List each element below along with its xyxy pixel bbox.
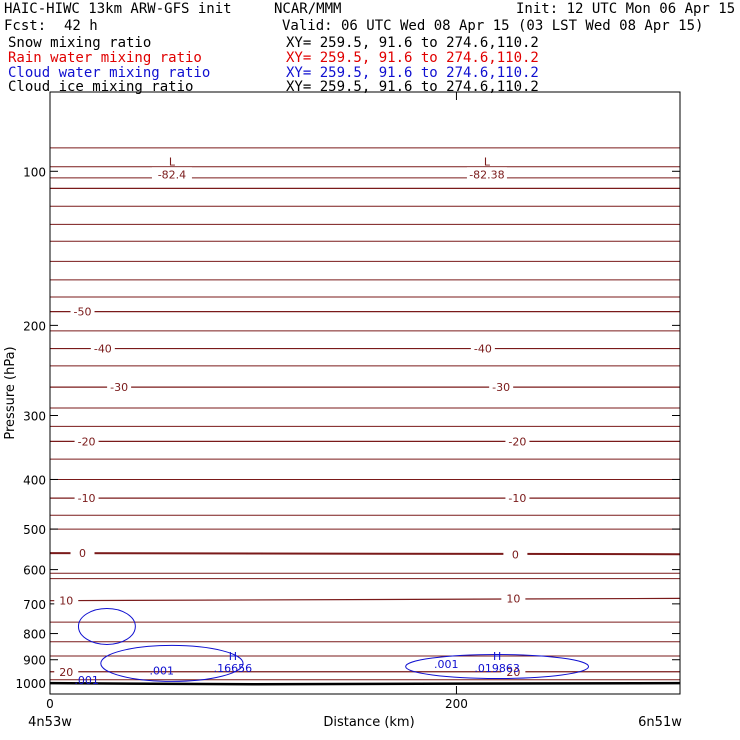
temperature-contours (49, 147, 681, 686)
minimum-value: -82.38 (469, 168, 504, 181)
field-xy-rain: XY= 259.5, 91.6 to 274.6,110.2 (286, 50, 539, 66)
contour-label: -40 (94, 343, 112, 356)
maximum-value: .019863 (474, 662, 520, 675)
y-axis-label: Pressure (hPa) (3, 346, 18, 439)
contour-label-bg (501, 591, 526, 604)
contour-label: -30 (492, 381, 510, 394)
init-time: Init: 12 UTC Mon 06 Apr 15 (516, 1, 736, 17)
field-xy-cloudice: XY= 259.5, 91.6 to 274.6,110.2 (286, 79, 539, 95)
contour-label-bg (54, 664, 79, 677)
contour-label: 20 (59, 666, 73, 679)
surface-line (49, 681, 681, 686)
field-xy-cloudwater: XY= 259.5, 91.6 to 274.6,110.2 (286, 65, 539, 81)
plot-frame (49, 91, 681, 695)
y-tick-label: 800 (23, 628, 46, 642)
contour-label: -10 (508, 492, 526, 505)
y-tick-label: 200 (23, 319, 46, 333)
plot-border (49, 91, 681, 695)
contour-label-bg (54, 593, 79, 606)
contour-label: -50 (74, 306, 92, 319)
maximum-marker: H (493, 650, 501, 663)
contour-label-bg (466, 167, 507, 181)
field-xy-snow: XY= 259.5, 91.6 to 274.6,110.2 (286, 35, 539, 51)
x-tick-label: 0 (46, 697, 54, 711)
contour-label: -30 (110, 381, 128, 394)
contour-label: 20 (506, 666, 520, 679)
x-axis-label: Distance (km) (323, 715, 414, 730)
contour-label-bg (70, 304, 95, 317)
cloud-water-contour (405, 654, 590, 680)
y-tick-label: 400 (23, 473, 46, 487)
cloud-water-label: .001 (150, 665, 175, 678)
contour-label-bg (74, 491, 99, 504)
endpoint-right-label: 6n51w (638, 715, 682, 730)
contour-label-bg (74, 434, 99, 447)
minimum-marker: L (484, 155, 491, 168)
contour-label: -40 (474, 343, 492, 356)
contour-label-bg (470, 341, 495, 354)
field-name-cloudwater: Cloud water mixing ratio (8, 65, 211, 81)
cloud-water-contour (100, 644, 244, 682)
fcst-label: Fcst: (4, 18, 47, 34)
maximum-marker: H (229, 650, 237, 663)
contour-label-bg (505, 491, 530, 504)
contour-label-bg (107, 380, 132, 393)
cloud-water-label: .001 (74, 674, 99, 687)
y-tick-label: 500 (23, 523, 46, 537)
temperature-contour-line (49, 552, 681, 556)
maximum-value: .16656 (214, 662, 253, 675)
contour-label-bg (501, 664, 526, 677)
contour-label: 0 (79, 547, 86, 560)
minimum-marker: L (169, 155, 176, 168)
valid-time: Valid: 06 UTC Wed 08 Apr 15 (03 LST Wed … (282, 18, 704, 34)
temperature-contour-line (49, 597, 681, 602)
y-tick-label: 700 (23, 598, 46, 612)
contour-label: -20 (508, 435, 526, 448)
contour-label: -20 (78, 435, 96, 448)
field-name-snow: Snow mixing ratio (8, 35, 152, 51)
minimum-value: -82.4 (158, 168, 186, 181)
endpoint-left-label: 4n53w (28, 715, 72, 730)
y-tick-label: 300 (23, 410, 46, 424)
contour-label: 10 (59, 595, 73, 608)
contour-label-bg (505, 434, 530, 447)
cloud-water-contours (77, 607, 590, 682)
contour-label: -10 (78, 492, 96, 505)
y-tick-label: 100 (23, 165, 46, 179)
x-tick-label: 200 (445, 697, 468, 711)
contour-label: 0 (512, 548, 519, 561)
contour-label-bg (90, 341, 115, 354)
contour-label-bg (70, 546, 95, 559)
contour-label-bg (503, 547, 528, 560)
cloud-water-contour (77, 607, 136, 645)
field-name-rain: Rain water mixing ratio (8, 50, 202, 66)
org-label: NCAR/MMM (274, 1, 342, 17)
cloud-water-label: .001 (434, 658, 459, 671)
contour-label-bg (151, 167, 192, 181)
y-tick-label: 900 (23, 654, 46, 668)
y-tick-label: 1000 (15, 677, 46, 691)
contour-label-bg (489, 380, 514, 393)
fcst-value: 42 h (64, 18, 98, 34)
model-title: HAIC-HIWC 13km ARW-GFS init (4, 1, 232, 17)
y-tick-label: 600 (23, 564, 46, 578)
field-name-cloudice: Cloud ice mixing ratio (8, 79, 194, 95)
contour-label: 10 (506, 592, 520, 605)
